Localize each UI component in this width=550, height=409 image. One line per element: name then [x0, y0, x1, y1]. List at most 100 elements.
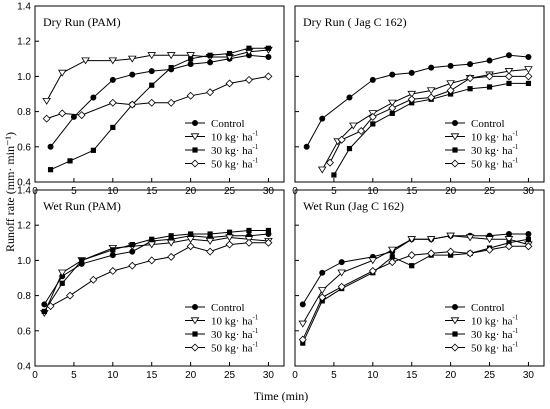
- data-point: [147, 256, 156, 265]
- data-point: [370, 121, 376, 127]
- y-tick-label: 0.8: [17, 107, 31, 118]
- data-point: [245, 238, 253, 247]
- data-point: [485, 245, 494, 254]
- data-point: [368, 266, 377, 275]
- series-line: [50, 54, 269, 148]
- data-point: [486, 84, 493, 90]
- series-line: [46, 49, 269, 102]
- data-point: [264, 238, 273, 247]
- x-tick-label: 0: [32, 370, 38, 381]
- y-tick-label: 1.4: [17, 186, 31, 197]
- data-point: [485, 236, 494, 244]
- data-point: [129, 241, 135, 248]
- data-point: [505, 242, 513, 251]
- data-point: [337, 135, 346, 144]
- x-tick-label: 15: [146, 370, 158, 381]
- y-tick-label: 0.6: [17, 142, 31, 153]
- data-point: [127, 55, 137, 63]
- data-point: [265, 45, 272, 51]
- data-point: [109, 76, 116, 83]
- legend-marker: [451, 120, 458, 127]
- data-point: [187, 61, 194, 68]
- data-point: [41, 308, 47, 315]
- data-point: [47, 167, 54, 173]
- data-point: [387, 99, 397, 107]
- data-point: [108, 266, 117, 275]
- data-point: [485, 72, 494, 81]
- chart-panel: 0 5 10 15 20 25 30 0.4 0.6 0.8 1.0 1.2 1.4 Wet Run (P…: [17, 186, 285, 381]
- data-point: [57, 69, 67, 77]
- data-point: [246, 45, 252, 51]
- x-tick-label: 15: [406, 186, 418, 197]
- data-point: [407, 236, 417, 244]
- data-point: [57, 269, 67, 277]
- legend-marker: [191, 120, 198, 127]
- data-point: [338, 259, 345, 266]
- data-point: [265, 54, 272, 61]
- x-tick-label: 25: [484, 370, 496, 381]
- data-point: [299, 301, 306, 308]
- data-point: [149, 236, 155, 242]
- plot-frame: [294, 189, 545, 367]
- plot-frame: [34, 189, 285, 367]
- legend-label: 30 kg· ha-1: [471, 143, 519, 157]
- y-tick-label: 1.0: [17, 72, 31, 83]
- y-tick-label: 1.0: [17, 256, 31, 267]
- data-point: [524, 242, 533, 251]
- data-point: [168, 233, 174, 239]
- series-line: [50, 242, 269, 307]
- y-tick-label: 0.8: [17, 291, 31, 302]
- data-point: [447, 62, 454, 69]
- legend-label: 10 kg· ha-1: [471, 130, 519, 144]
- data-point: [147, 98, 156, 107]
- legend-marker: [191, 303, 198, 310]
- data-point: [90, 94, 97, 101]
- data-point: [47, 143, 54, 150]
- data-point: [66, 291, 74, 300]
- data-point: [388, 104, 397, 113]
- data-point: [90, 147, 96, 153]
- data-point: [524, 66, 533, 74]
- data-point: [427, 93, 436, 102]
- data-point: [246, 227, 252, 234]
- data-point: [79, 257, 85, 263]
- data-point: [298, 335, 307, 344]
- legend-label: 30 kg· ha-1: [211, 143, 259, 157]
- data-point: [148, 68, 155, 75]
- data-point: [427, 249, 436, 258]
- x-tick-label: 30: [263, 370, 275, 381]
- x-tick-label: 5: [331, 370, 337, 381]
- data-point: [42, 114, 51, 123]
- data-point: [319, 269, 326, 276]
- data-point: [467, 86, 473, 92]
- plot-frame: [34, 5, 285, 183]
- panel-title: Wet Run (PAM): [43, 199, 121, 213]
- legend-marker: [190, 133, 200, 141]
- legend-marker: [190, 317, 200, 325]
- x-axis-label: Time (min): [254, 389, 309, 403]
- legend-label: 30 kg· ha-1: [471, 327, 519, 341]
- series-line: [46, 75, 269, 120]
- data-point: [186, 52, 195, 60]
- x-tick-label: 25: [224, 186, 236, 197]
- data-point: [525, 80, 532, 87]
- x-tick-label: 20: [185, 186, 197, 197]
- data-point: [446, 86, 455, 95]
- data-point: [108, 57, 118, 65]
- legend-marker: [450, 133, 460, 141]
- x-tick-label: 10: [107, 186, 119, 197]
- data-point: [505, 230, 512, 237]
- legend-marker: [450, 317, 460, 325]
- data-point: [188, 56, 194, 62]
- data-point: [349, 122, 358, 130]
- data-point: [46, 302, 55, 311]
- panel-title: Wet Run (Jag C 162): [303, 199, 404, 213]
- data-point: [303, 143, 310, 150]
- x-tick-label: 5: [331, 186, 337, 197]
- x-tick-label: 20: [445, 186, 457, 197]
- x-tick-label: 30: [263, 186, 275, 197]
- data-point: [110, 247, 116, 253]
- data-point: [446, 80, 455, 88]
